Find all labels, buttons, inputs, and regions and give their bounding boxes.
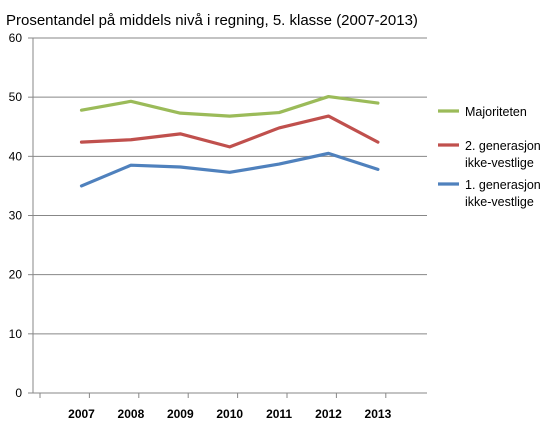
x-tick-label-2009: 2009 (167, 407, 194, 421)
y-tick-label-30: 30 (9, 209, 23, 223)
chart-title: Prosentandel på middels nivå i regning, … (6, 12, 418, 29)
series-lines (79, 94, 380, 188)
x-tick-label-2011: 2011 (266, 407, 292, 421)
axes (32, 38, 427, 394)
y-tick-label-60: 60 (9, 31, 23, 45)
x-axis-ticks: 2007 2008 2009 2010 2011 2012 2013 (39, 393, 392, 421)
legend: Majoriteten 2. generasjon ikke-vestlige 1. … (438, 105, 541, 209)
x-tick-label-2013: 2013 (365, 407, 392, 421)
legend-label-1-line-1: Majoriteten (465, 105, 527, 119)
gridlines (33, 37, 427, 335)
y-tick-label-10: 10 (9, 327, 23, 341)
legend-label-3-line-1: 1. generasjon (465, 178, 541, 192)
y-tick-label-20: 20 (9, 268, 23, 282)
x-tick-label-2012: 2012 (315, 407, 342, 421)
y-tick-label-0: 0 (15, 386, 22, 400)
series-line-2 (79, 114, 380, 149)
legend-label-2-line-1: 2. generasjon (465, 139, 541, 153)
x-tick-label-2010: 2010 (216, 407, 243, 421)
y-axis-ticks: 0 10 20 30 40 50 60 (9, 31, 33, 400)
y-tick-label-40: 40 (9, 149, 23, 163)
legend-label-2-line-2: ikke-vestlige (465, 156, 534, 170)
legend-label-3-line-2: ikke-vestlige (465, 195, 534, 209)
x-tick-label-2008: 2008 (118, 407, 145, 421)
x-tick-label-2007: 2007 (68, 407, 95, 421)
series-line-3 (79, 151, 380, 188)
y-tick-label-50: 50 (9, 90, 23, 104)
series-line-1 (79, 94, 380, 118)
